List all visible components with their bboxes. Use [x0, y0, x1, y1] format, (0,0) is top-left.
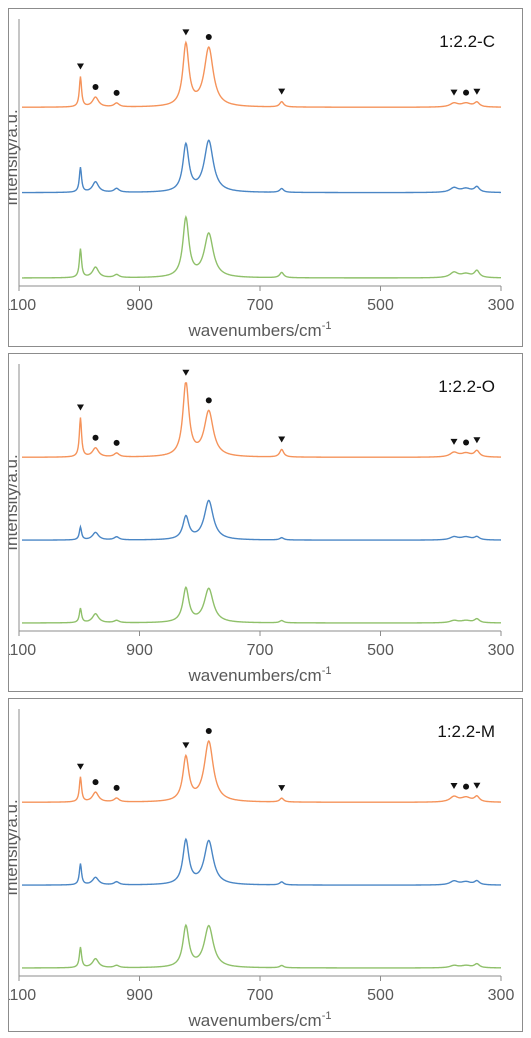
triangle-marker: [76, 763, 84, 770]
chart-title: 1:2.2-M: [437, 722, 495, 741]
series-line-green: [22, 586, 502, 624]
series-line-blue: [22, 837, 501, 886]
triangle-marker: [278, 785, 286, 792]
circle-marker: [92, 434, 99, 441]
x-tick-label: 900: [126, 642, 153, 659]
x-tick-label: 700: [247, 642, 274, 659]
circle-marker: [113, 439, 120, 446]
triangle-marker: [76, 63, 84, 70]
x-tick-label: 700: [247, 987, 274, 1004]
chart-svg: 1100 900 700 500 300 wavenumbers/cm-1 Intensit…: [9, 709, 515, 1030]
y-axis-label: Intensity/a.u.: [9, 109, 21, 205]
series-line-orange: [21, 739, 502, 803]
circle-marker: [205, 728, 212, 735]
triangle-marker: [473, 88, 481, 95]
circle-marker: [113, 784, 120, 791]
x-tick-label: 500: [367, 297, 394, 314]
triangle-marker: [450, 89, 458, 96]
circle-marker: [113, 89, 120, 96]
chart-panel-c: 1100 900 700 500 300 wavenumbers/cm-1 Intensit…: [8, 8, 523, 347]
circle-marker: [205, 397, 212, 404]
series-line-orange: [22, 382, 502, 458]
x-tick-label: 900: [126, 297, 153, 314]
triangle-marker: [450, 783, 458, 790]
x-tick-label: 1100: [9, 642, 36, 659]
x-tick-label: 900: [126, 987, 153, 1004]
chart-svg: 1100 900 700 500 300 wavenumbers/cm-1 Intensit…: [9, 19, 515, 340]
x-tick-label: 300: [488, 297, 515, 314]
triangle-marker: [450, 438, 458, 445]
triangle-marker: [76, 404, 84, 411]
triangle-marker: [278, 436, 286, 443]
circle-marker: [92, 83, 99, 90]
circle-marker: [463, 439, 470, 446]
chart-panel-m: 1100 900 700 500 300 wavenumbers/cm-1 Intensit…: [8, 698, 523, 1032]
triangle-marker: [278, 88, 286, 95]
series-line-orange: [21, 40, 502, 108]
series-line-green: [22, 923, 501, 969]
triangle-marker: [473, 437, 481, 444]
circle-marker: [205, 34, 212, 41]
triangle-marker: [182, 742, 190, 749]
x-axis-label: wavenumbers/cm-1: [188, 320, 332, 340]
x-tick-label: 700: [247, 297, 274, 314]
circle-marker: [92, 779, 99, 786]
x-tick-label: 1100: [9, 297, 36, 314]
x-tick-label: 300: [488, 987, 515, 1004]
x-axis-label: wavenumbers/cm-1: [188, 1010, 332, 1030]
chart-svg: 1100 900 700 500 300 wavenumbers/cm-1 Intensit…: [9, 364, 515, 685]
chart-panel-o: 1100 900 700 500 300 wavenumbers/cm-1 Intensit…: [8, 353, 523, 692]
triangle-marker: [182, 369, 190, 376]
series-line-green: [22, 214, 502, 279]
series-line-blue: [22, 139, 502, 194]
triangle-marker: [182, 29, 190, 36]
x-tick-label: 500: [367, 987, 394, 1004]
circle-marker: [463, 783, 470, 790]
chart-title: 1:2.2-O: [438, 377, 495, 396]
y-axis-label: Intensity/a.u.: [9, 799, 21, 895]
y-axis-label: Intensity/a.u.: [9, 454, 21, 550]
chart-title: 1:2.2-C: [439, 32, 495, 51]
series-line-blue: [22, 499, 502, 541]
triangle-marker: [473, 782, 481, 789]
x-axis-label: wavenumbers/cm-1: [188, 665, 332, 685]
x-tick-label: 500: [367, 642, 394, 659]
x-tick-label: 300: [488, 642, 515, 659]
circle-marker: [463, 89, 470, 96]
x-tick-label: 1100: [9, 987, 36, 1004]
